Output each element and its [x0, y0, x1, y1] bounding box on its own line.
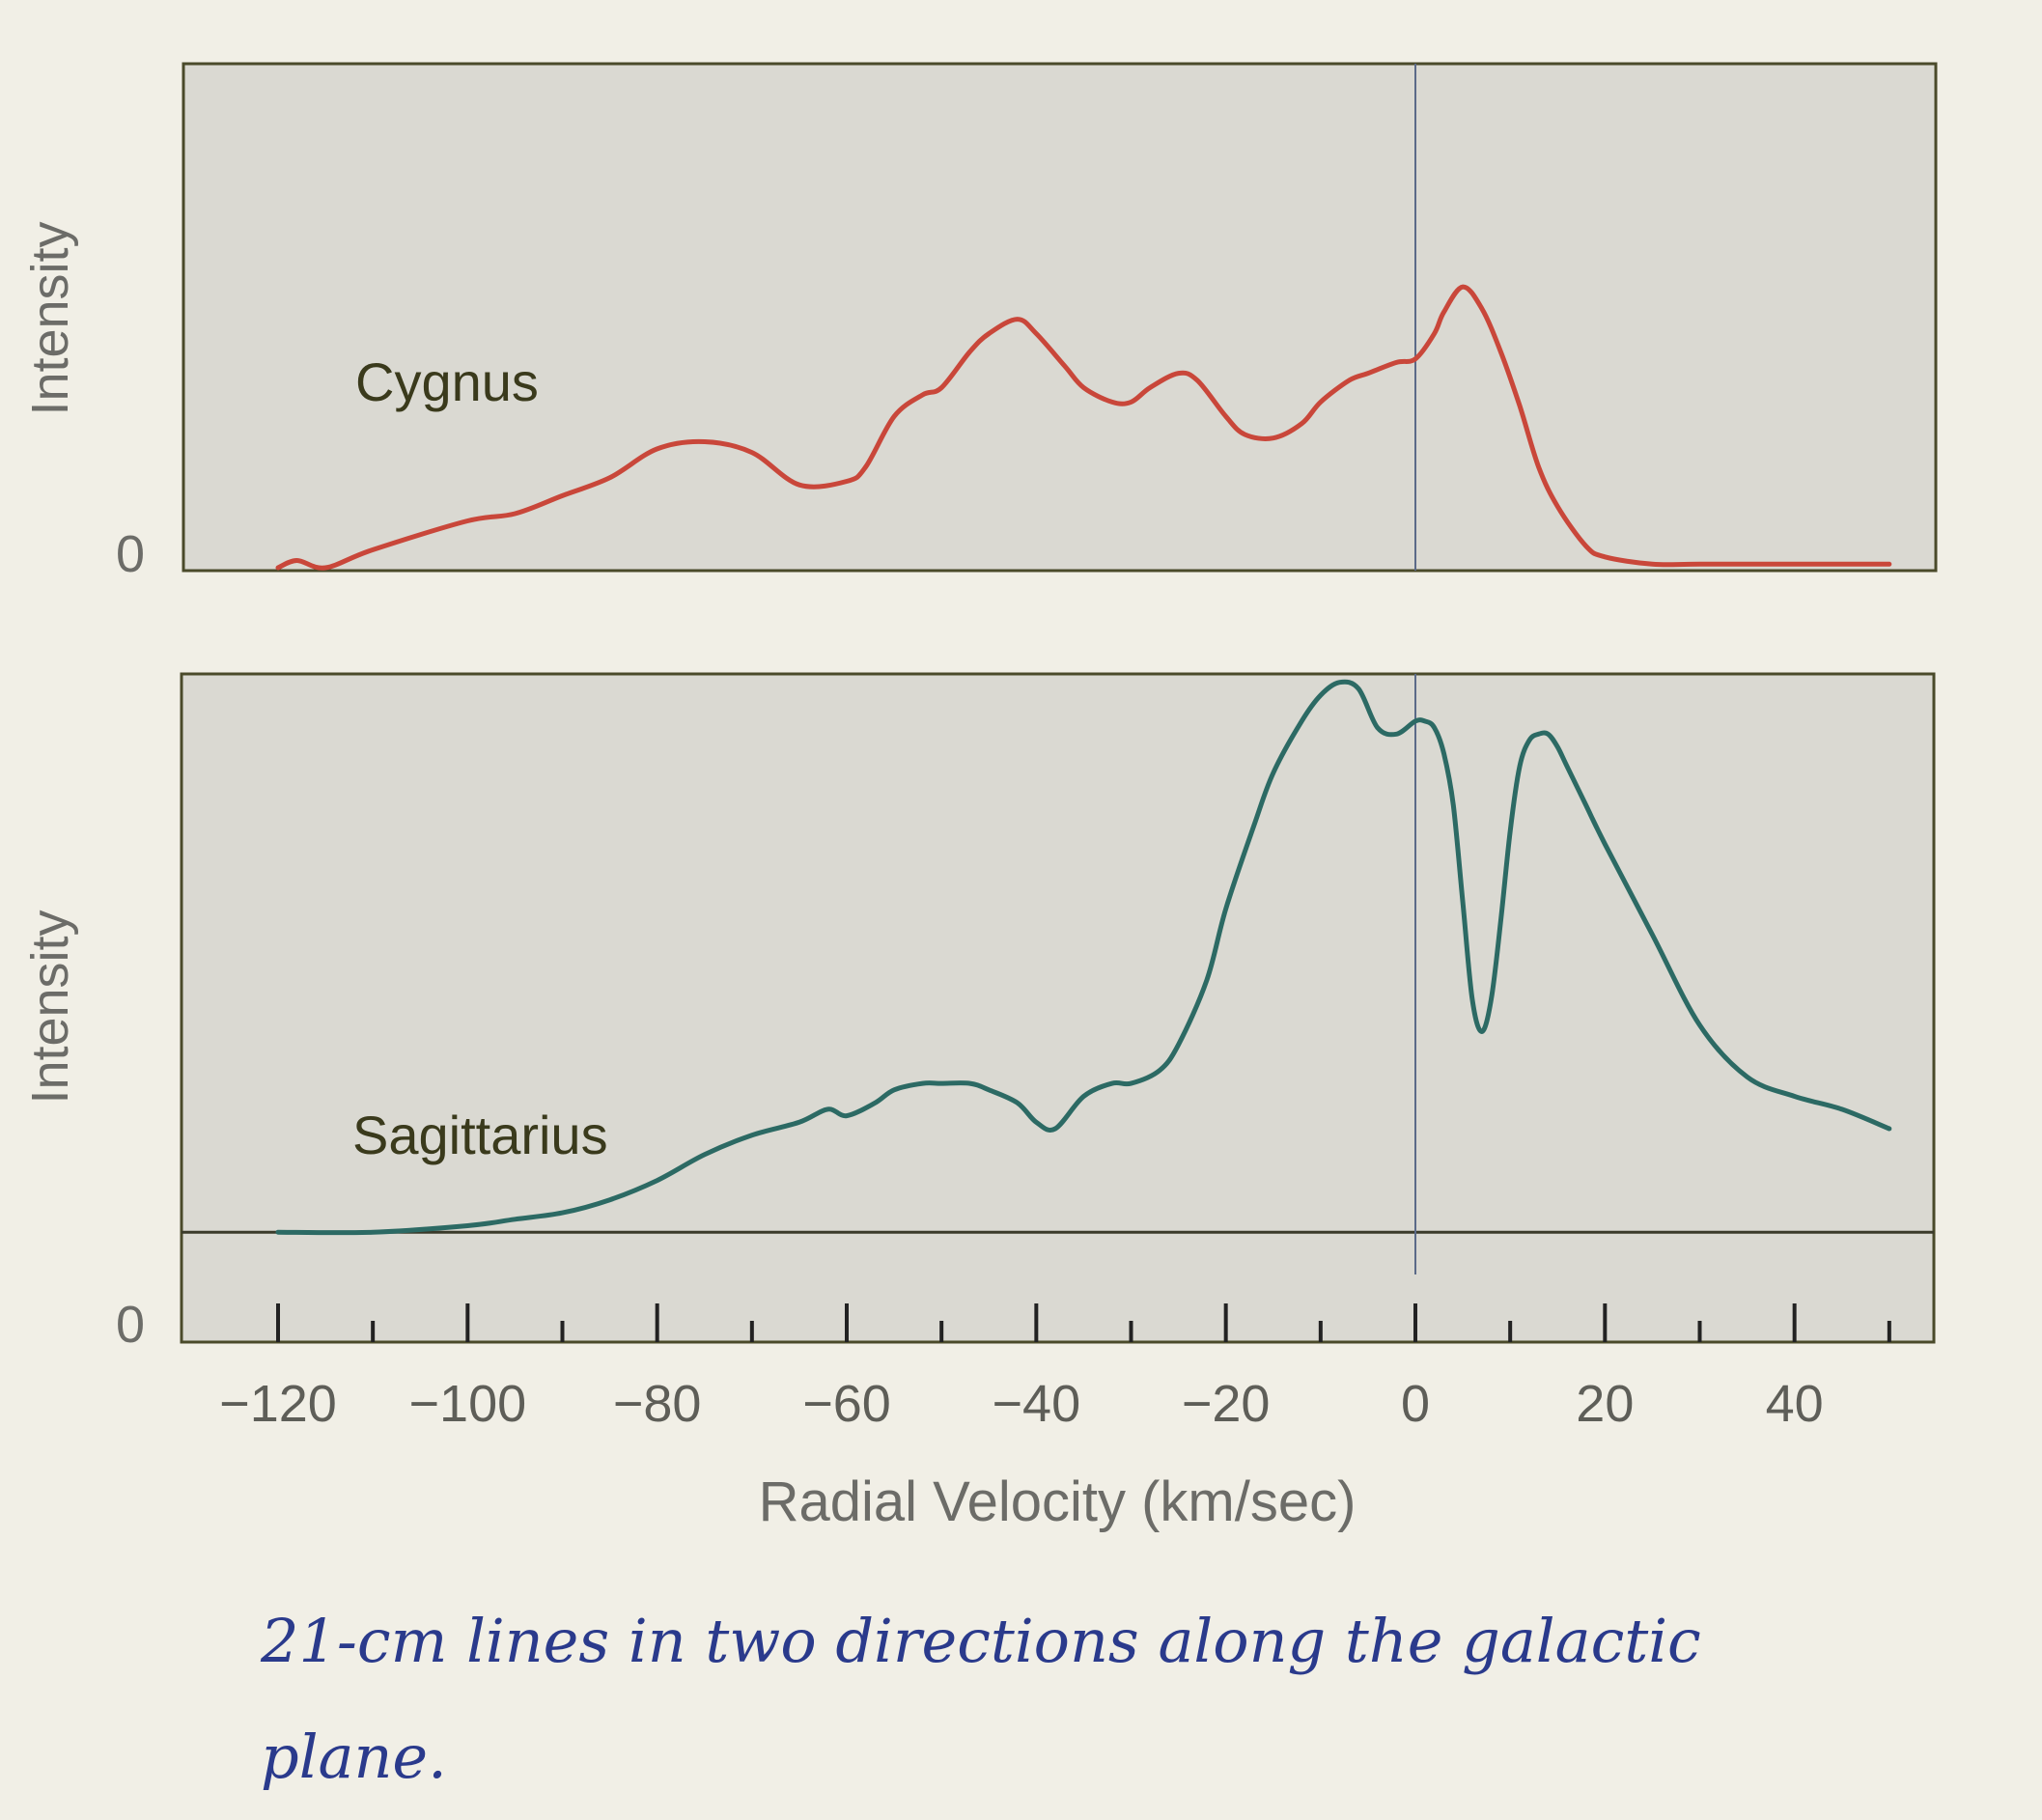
cygnus-series-label: Cygnus	[355, 351, 539, 412]
x-tick-label: 0	[1401, 1375, 1430, 1433]
x-tick-label: −120	[219, 1375, 337, 1433]
handwritten-caption: 21-cm lines in two directions along the …	[261, 1583, 2018, 1815]
x-axis-label: Radial Velocity (km/sec)	[759, 1470, 1357, 1533]
sagittarius-panel: −120 −100 −80 −60 −40 −20 0 20 40 Intensity 0 Sa…	[21, 672, 1936, 1533]
x-tick-label: −20	[1182, 1375, 1271, 1433]
sagittarius-series-label: Sagittarius	[352, 1105, 608, 1165]
cygnus-plot-area	[182, 62, 1938, 573]
sagittarius-y-zero-label: 0	[116, 1296, 145, 1354]
cygnus-panel: Intensity 0 Cygnus	[21, 62, 1938, 583]
sagittarius-y-axis-label: Intensity	[21, 910, 79, 1104]
x-axis-ticks	[276, 1303, 1891, 1342]
x-axis-tick-labels: −120 −100 −80 −60 −40 −20 0 20 40	[219, 1375, 1824, 1433]
sagittarius-plot-area	[180, 672, 1936, 1344]
cygnus-series-line	[275, 284, 1892, 571]
cygnus-y-axis-label: Intensity	[21, 221, 79, 415]
x-tick-label: −60	[802, 1375, 891, 1433]
x-tick-label: −100	[409, 1375, 527, 1433]
x-tick-label: 20	[1576, 1375, 1634, 1433]
caption-line-2: plane.	[261, 1722, 447, 1792]
caption-line-1: 21-cm lines in two directions along the …	[261, 1606, 1701, 1676]
x-tick-label: 40	[1766, 1375, 1824, 1433]
x-tick-label: −80	[613, 1375, 702, 1433]
sagittarius-series-line	[275, 679, 1892, 1236]
cygnus-y-zero-label: 0	[116, 525, 145, 583]
x-tick-label: −40	[993, 1375, 1081, 1433]
